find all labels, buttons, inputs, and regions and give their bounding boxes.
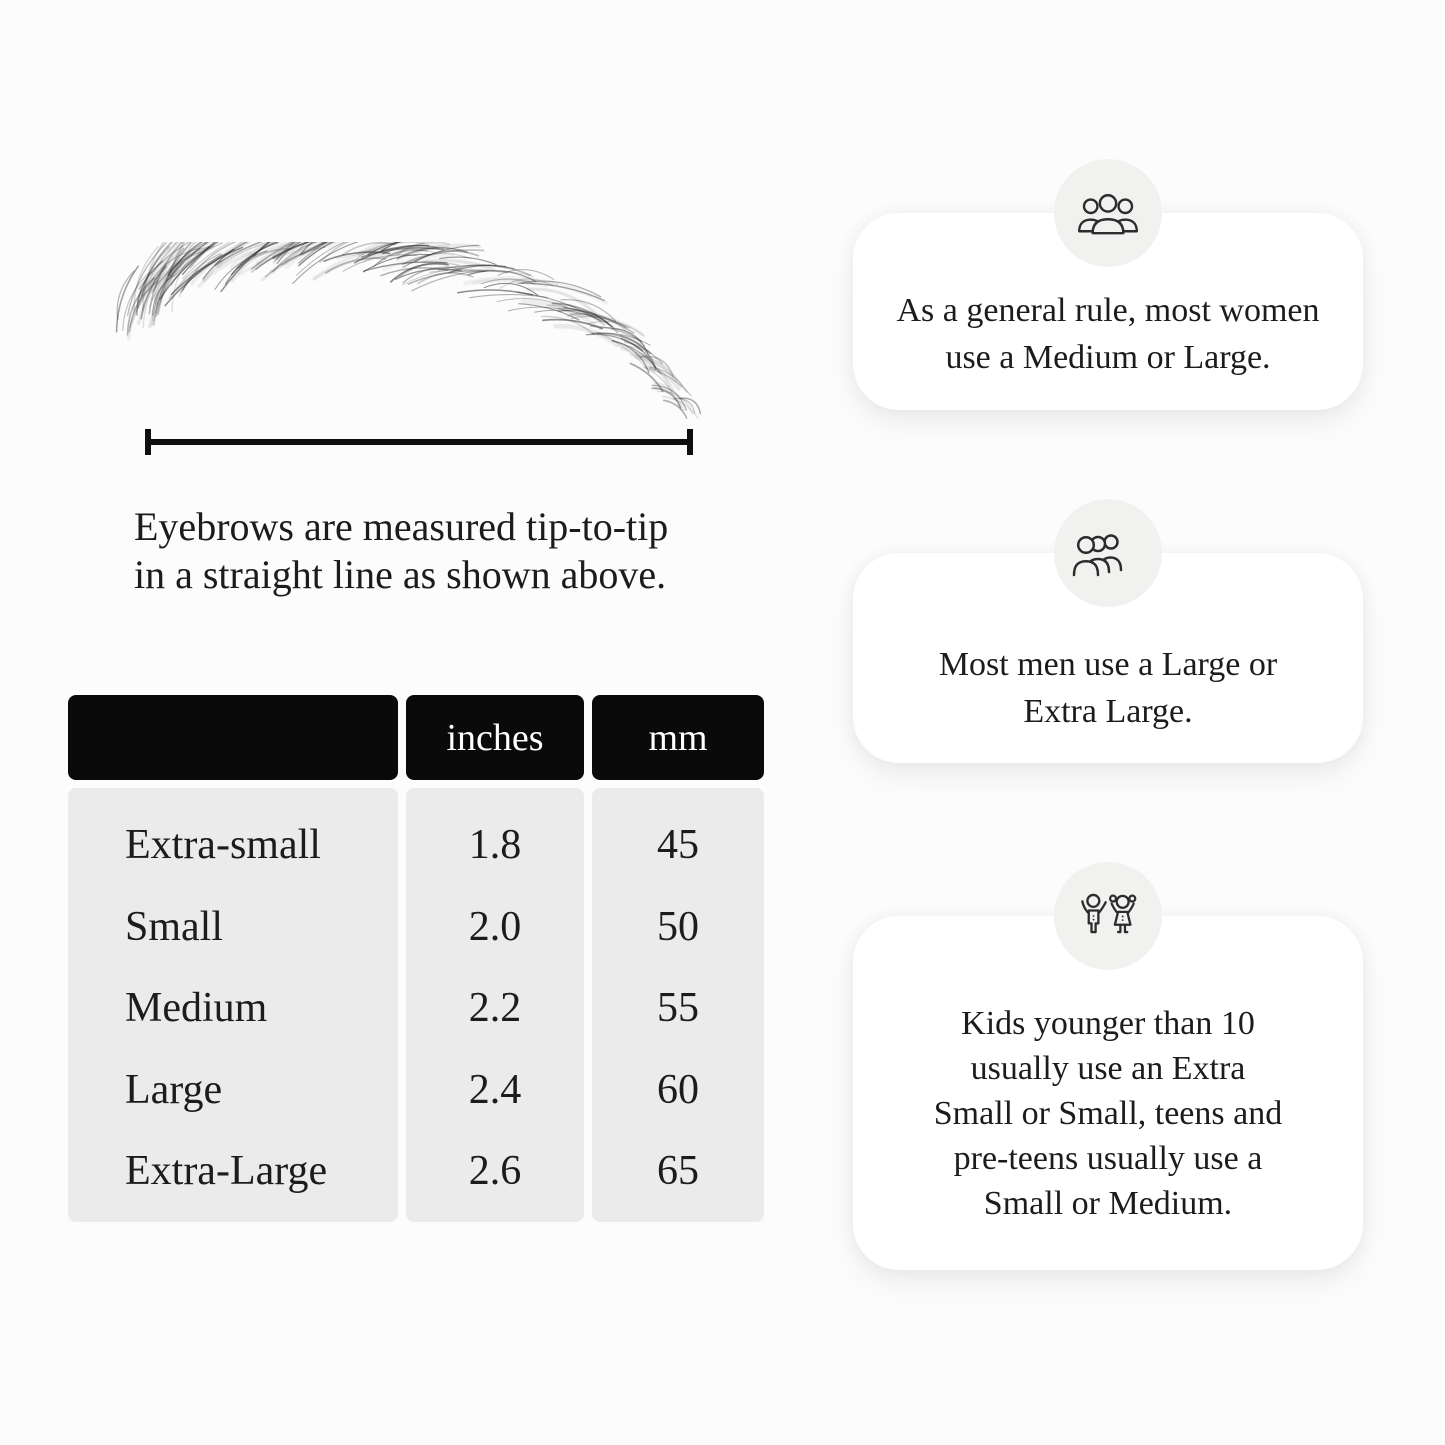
card-text-line: Most men use a Large or (938, 646, 1278, 683)
card-text: As a general rule, most women use a Medi… (853, 287, 1363, 381)
eyebrow-illustration (115, 242, 702, 419)
icon-circle (1054, 862, 1162, 970)
table-cell-inches: 1.8 (468, 822, 522, 868)
table-cell-inches: 2.6 (468, 1148, 522, 1194)
group-of-women-icon (1078, 194, 1138, 235)
table-body-column-inches (406, 788, 584, 1222)
card-text-line: pre-teens usually use a (953, 1140, 1263, 1177)
measurement-line (145, 429, 693, 455)
measurement-caption: Eyebrows are measured tip-to-tip in a st… (134, 503, 668, 599)
note-card-kids: Kids younger than 10 usually use an Extr… (853, 862, 1363, 1270)
table-cell-size-label: Large (125, 1067, 223, 1113)
caption-line: in a straight line as shown above. (134, 552, 667, 597)
table-body-column-size (68, 788, 398, 1222)
caption-line: Eyebrows are measured tip-to-tip (134, 504, 669, 549)
icon-circle (1054, 159, 1162, 267)
table-cell-inches: 2.4 (468, 1067, 522, 1113)
card-text-line: Small or Medium. (983, 1185, 1233, 1222)
card-text-line: Small or Small, teens and (933, 1095, 1283, 1132)
card-text-line: As a general rule, most women (896, 292, 1320, 329)
kids-icon (1081, 893, 1137, 934)
card-text: Most men use a Large or Extra Large. (853, 641, 1363, 735)
table-cell-size-label: Small (125, 904, 224, 950)
table-cell-mm: 45 (657, 822, 699, 868)
table-cell-size-label: Medium (125, 985, 268, 1031)
group-of-men-icon (1072, 534, 1123, 577)
table-cell-mm: 50 (657, 904, 699, 950)
table-body-column-mm (592, 788, 764, 1222)
table-cell-inches: 2.0 (468, 904, 522, 950)
table-cell-size-label: Extra-Large (125, 1148, 328, 1194)
note-card-women: As a general rule, most women use a Medi… (853, 159, 1363, 410)
card-text-line: Kids younger than 10 (961, 1005, 1255, 1042)
table-cell-mm: 60 (657, 1067, 699, 1113)
table-cell-inches: 2.2 (468, 985, 522, 1031)
table-header-inches: inches (406, 695, 584, 780)
table-header-mm: mm (592, 695, 764, 780)
note-card-men: Most men use a Large or Extra Large. (853, 499, 1363, 763)
table-cell-size-label: Extra-small (125, 822, 321, 868)
table-cell-mm: 55 (657, 985, 699, 1031)
table-header-size (68, 695, 398, 780)
card-text-line: usually use an Extra (970, 1050, 1246, 1087)
card-text-line: Extra Large. (1023, 693, 1193, 730)
card-text-line: use a Medium or Large. (945, 339, 1271, 376)
table-cell-mm: 65 (657, 1148, 699, 1194)
card-text: Kids younger than 10 usually use an Extr… (853, 1001, 1363, 1226)
icon-circle (1054, 499, 1162, 607)
